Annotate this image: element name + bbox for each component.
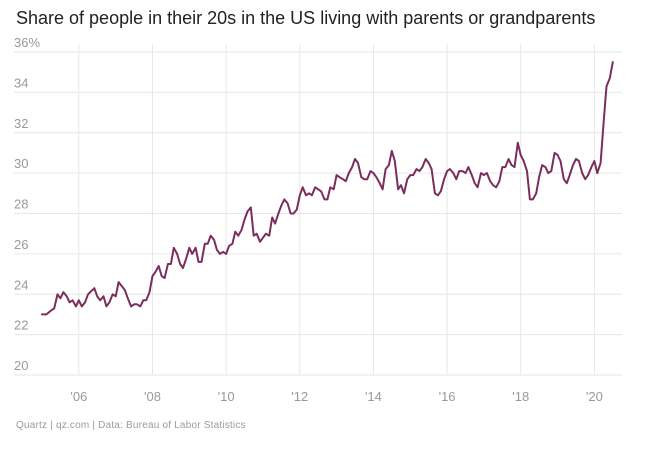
x-tick-label: '18 (512, 389, 529, 404)
x-axis: '06 '08 '10 '12 '14 '16 '18 '20 (70, 389, 603, 404)
grid-layer (14, 44, 622, 376)
y-tick-label: 22 (14, 318, 28, 333)
y-tick-label: 20 (14, 358, 28, 373)
y-tick-label: 36% (14, 35, 40, 50)
x-tick-label: '20 (586, 389, 603, 404)
chart-title: Share of people in their 20s in the US l… (16, 8, 596, 28)
x-tick-label: '12 (291, 389, 308, 404)
x-tick-label: '10 (218, 389, 235, 404)
y-tick-label: 24 (14, 277, 28, 292)
x-tick-label: '06 (70, 389, 87, 404)
y-axis: 20 22 24 26 28 30 32 34 36% (14, 35, 40, 373)
x-tick-label: '14 (365, 389, 382, 404)
y-tick-label: 28 (14, 197, 28, 212)
source-footer: Quartz | qz.com | Data: Bureau of Labor … (16, 420, 246, 431)
x-tick-label: '16 (439, 389, 456, 404)
x-tick-label: '08 (144, 389, 161, 404)
y-tick-label: 30 (14, 156, 28, 171)
series-layer (41, 61, 614, 316)
y-tick-label: 32 (14, 116, 28, 131)
line-chart: 20 22 24 26 28 30 32 34 36% '06 '08 '10 '12 '14 '16 '1… (14, 35, 622, 404)
series-line (41, 61, 614, 316)
y-tick-label: 34 (14, 75, 28, 90)
y-tick-label: 26 (14, 237, 28, 252)
